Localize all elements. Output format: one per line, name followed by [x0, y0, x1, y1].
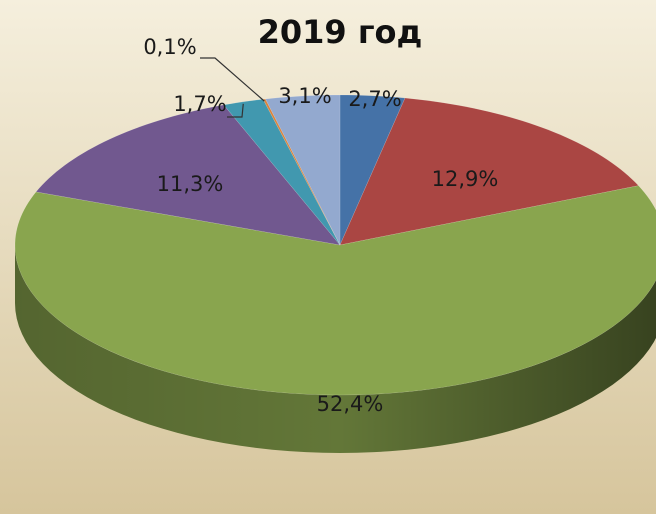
leader-line: [200, 57, 265, 102]
pie-slice: [35, 104, 341, 246]
data-label: 52,4%: [317, 392, 384, 416]
pie-side-shade: [15, 245, 656, 453]
pie-slice: [339, 97, 639, 246]
data-label: 3,1%: [278, 84, 331, 108]
pie-slice: [14, 185, 656, 396]
data-label: 0,1%: [143, 35, 196, 59]
pie-slice: [223, 98, 341, 246]
data-label: 12,9%: [432, 167, 499, 191]
leader-line: [227, 103, 244, 118]
chart-title: 2019 год: [258, 13, 423, 51]
data-label: 2,7%: [348, 87, 401, 111]
data-label: 1,7%: [173, 92, 226, 116]
pie-slice: [339, 94, 406, 246]
pie-slice: [265, 94, 341, 246]
data-label: 11,3%: [157, 172, 224, 196]
